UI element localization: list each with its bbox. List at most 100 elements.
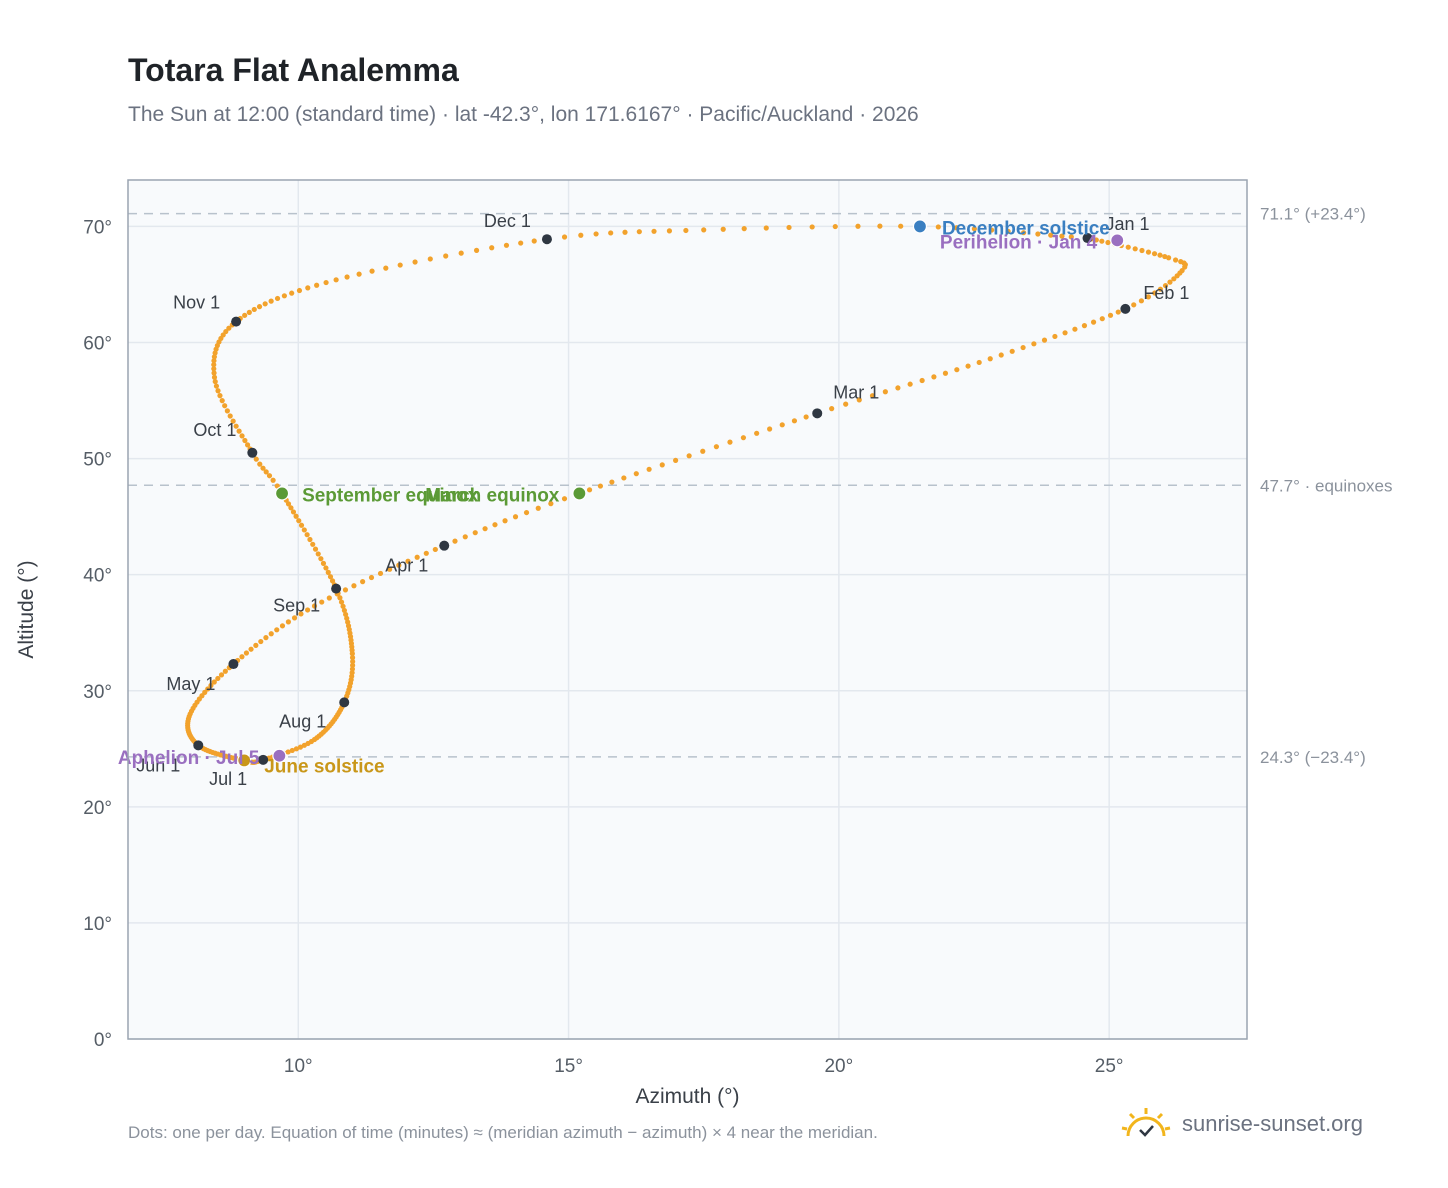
daily-sun-dot <box>786 224 792 231</box>
daily-sun-dot <box>586 487 593 493</box>
daily-sun-dot <box>213 383 220 389</box>
daily-sun-dot <box>1090 319 1097 325</box>
daily-sun-dot <box>1081 323 1088 329</box>
daily-sun-dot <box>621 475 627 481</box>
daily-sun-dot <box>427 256 433 262</box>
daily-sun-dot <box>608 230 614 236</box>
daily-sun-dot <box>242 312 248 318</box>
daily-sun-dot <box>432 546 438 553</box>
month-marker <box>1120 303 1131 314</box>
daily-sun-dot <box>1062 330 1068 336</box>
daily-sun-dot <box>578 232 584 238</box>
daily-sun-dot <box>329 578 336 584</box>
daily-sun-dot <box>741 226 747 232</box>
daily-sun-dot <box>289 290 295 296</box>
daily-sun-dot <box>289 747 295 754</box>
month-marker <box>231 316 242 327</box>
daily-sun-dot <box>622 229 628 235</box>
daily-sun-dot <box>1105 239 1111 246</box>
daily-sun-dot <box>473 247 480 253</box>
daily-sun-dot <box>1174 273 1180 279</box>
daily-sun-dot <box>253 456 259 462</box>
y-axis-label: Altitude (°) <box>15 560 38 658</box>
daily-sun-dot <box>285 749 291 755</box>
daily-sun-dot <box>1005 228 1011 234</box>
brand[interactable]: sunrise-sunset.org <box>1120 1104 1363 1144</box>
daily-sun-dot <box>397 262 403 268</box>
month-label: Jun 1 <box>136 755 180 775</box>
daily-sun-dot <box>683 227 689 234</box>
daily-sun-dot <box>1107 312 1114 318</box>
daily-sun-dot <box>319 599 325 605</box>
y-tick-label: 0° <box>94 1030 112 1051</box>
daily-sun-dot <box>593 231 599 237</box>
daily-sun-dot <box>462 534 468 540</box>
event-label: September equinox <box>302 485 479 506</box>
daily-sun-dot <box>288 505 294 511</box>
daily-sun-dot <box>869 393 876 399</box>
daily-sun-dot <box>239 433 245 439</box>
daily-sun-dot <box>701 227 707 233</box>
daily-sun-dot <box>222 668 228 674</box>
daily-sun-dot <box>211 366 217 372</box>
daily-sun-dot <box>502 518 508 524</box>
month-label: Nov 1 <box>173 293 220 313</box>
sun-check-icon <box>1121 1108 1171 1137</box>
event-marker <box>237 753 252 768</box>
daily-sun-dot <box>412 259 418 265</box>
daily-sun-dot <box>260 465 266 471</box>
daily-sun-dot <box>472 530 478 536</box>
daily-sun-dot <box>215 388 221 394</box>
daily-sun-dot <box>503 242 510 248</box>
daily-sun-dot <box>843 401 849 407</box>
daily-sun-dot <box>458 250 464 256</box>
daily-sun-dot <box>230 418 236 424</box>
daily-sun-dot <box>244 442 251 448</box>
daily-sun-dot <box>953 225 960 231</box>
month-marker <box>1082 233 1093 244</box>
daily-sun-dot <box>349 666 356 672</box>
daily-sun-dot <box>489 245 495 251</box>
daily-sun-dot <box>217 393 223 399</box>
daily-sun-dot <box>219 398 225 404</box>
daily-sun-dot <box>1125 244 1131 250</box>
daily-sun-dot <box>673 457 679 463</box>
daily-sun-dot <box>242 437 248 444</box>
daily-sun-dot <box>301 527 307 533</box>
daily-sun-dot <box>239 654 245 660</box>
daily-sun-dot <box>279 623 286 629</box>
daily-sun-dot <box>298 522 305 528</box>
daily-sun-dot <box>919 377 925 384</box>
event-markers: December solstice June solstice March equi… <box>118 218 1125 777</box>
daily-sun-dot <box>307 536 313 543</box>
daily-sun-dot <box>274 295 281 302</box>
daily-sun-dot <box>791 418 798 424</box>
daily-sun-dot <box>296 518 302 524</box>
y-tick-label: 50° <box>83 450 112 471</box>
daily-sun-dot <box>659 462 665 468</box>
daily-sun-dot <box>1099 316 1105 322</box>
y-tick-label: 40° <box>83 566 112 587</box>
daily-sun-dot <box>1138 298 1145 304</box>
daily-sun-dot <box>337 595 343 601</box>
daily-sun-dot <box>636 229 642 235</box>
daily-sun-dot <box>1035 231 1041 237</box>
daily-sun-dot <box>492 522 498 528</box>
daily-sun-dot <box>609 479 615 485</box>
brand-name[interactable]: sunrise-sunset.org <box>1182 1111 1363 1136</box>
plot-area <box>128 180 1247 1039</box>
x-tick-label: 25° <box>1095 1056 1124 1077</box>
daily-sun-dot <box>243 650 250 656</box>
daily-sun-dot <box>205 686 211 692</box>
daily-sun-dot <box>989 227 995 233</box>
daily-sun-dot <box>281 293 287 299</box>
month-label: Apr 1 <box>385 556 428 576</box>
daily-sun-dot <box>285 619 291 625</box>
daily-sun-dot <box>518 240 524 246</box>
daily-sun-dot <box>942 370 949 376</box>
event-marker <box>572 486 587 501</box>
daily-sun-dot <box>535 505 541 511</box>
daily-sun-dot <box>246 309 252 315</box>
daily-sun-dot <box>218 672 225 678</box>
daily-sun-dot <box>305 285 311 291</box>
